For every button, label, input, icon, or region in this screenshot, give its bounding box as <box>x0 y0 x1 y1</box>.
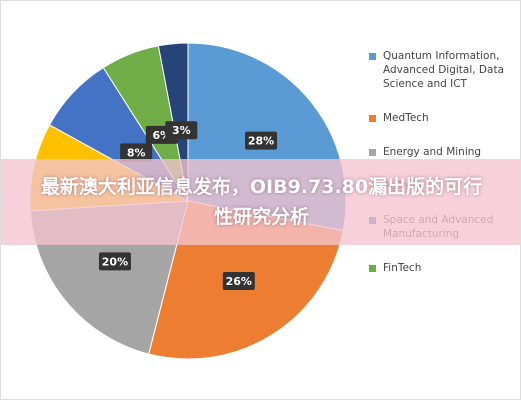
data-label: 26% <box>226 275 252 288</box>
data-label-box <box>165 121 198 140</box>
legend-swatch <box>369 265 376 272</box>
data-label-box <box>245 131 278 150</box>
banner: 最新澳大利亚信息发布，OIB9.73.80漏出版的可行性研究分析 <box>1 159 520 245</box>
legend-label: MedTech <box>383 112 429 124</box>
legend-label: Energy and Mining <box>383 146 482 158</box>
legend-swatch <box>369 53 376 60</box>
legend-label: Quantum Information, Advanced Digital, D… <box>383 50 505 90</box>
legend-swatch <box>369 149 376 156</box>
legend-item: MedTech <box>369 111 504 125</box>
legend-item: FinTech <box>369 261 504 275</box>
data-label: 3% <box>172 124 191 137</box>
data-label-box <box>120 143 153 162</box>
data-label-box <box>222 272 255 291</box>
banner-title: 最新澳大利亚信息发布，OIB9.73.80漏出版的可行性研究分析 <box>40 176 483 228</box>
legend-item: Quantum Information, Advanced Digital, D… <box>369 49 504 91</box>
legend-item: Energy and Mining <box>369 145 504 159</box>
data-label: 20% <box>102 255 128 268</box>
legend-swatch <box>369 115 376 122</box>
data-label: 28% <box>248 135 274 148</box>
data-label: 8% <box>127 146 146 159</box>
data-label-box <box>98 252 131 271</box>
legend-label: FinTech <box>383 262 422 274</box>
